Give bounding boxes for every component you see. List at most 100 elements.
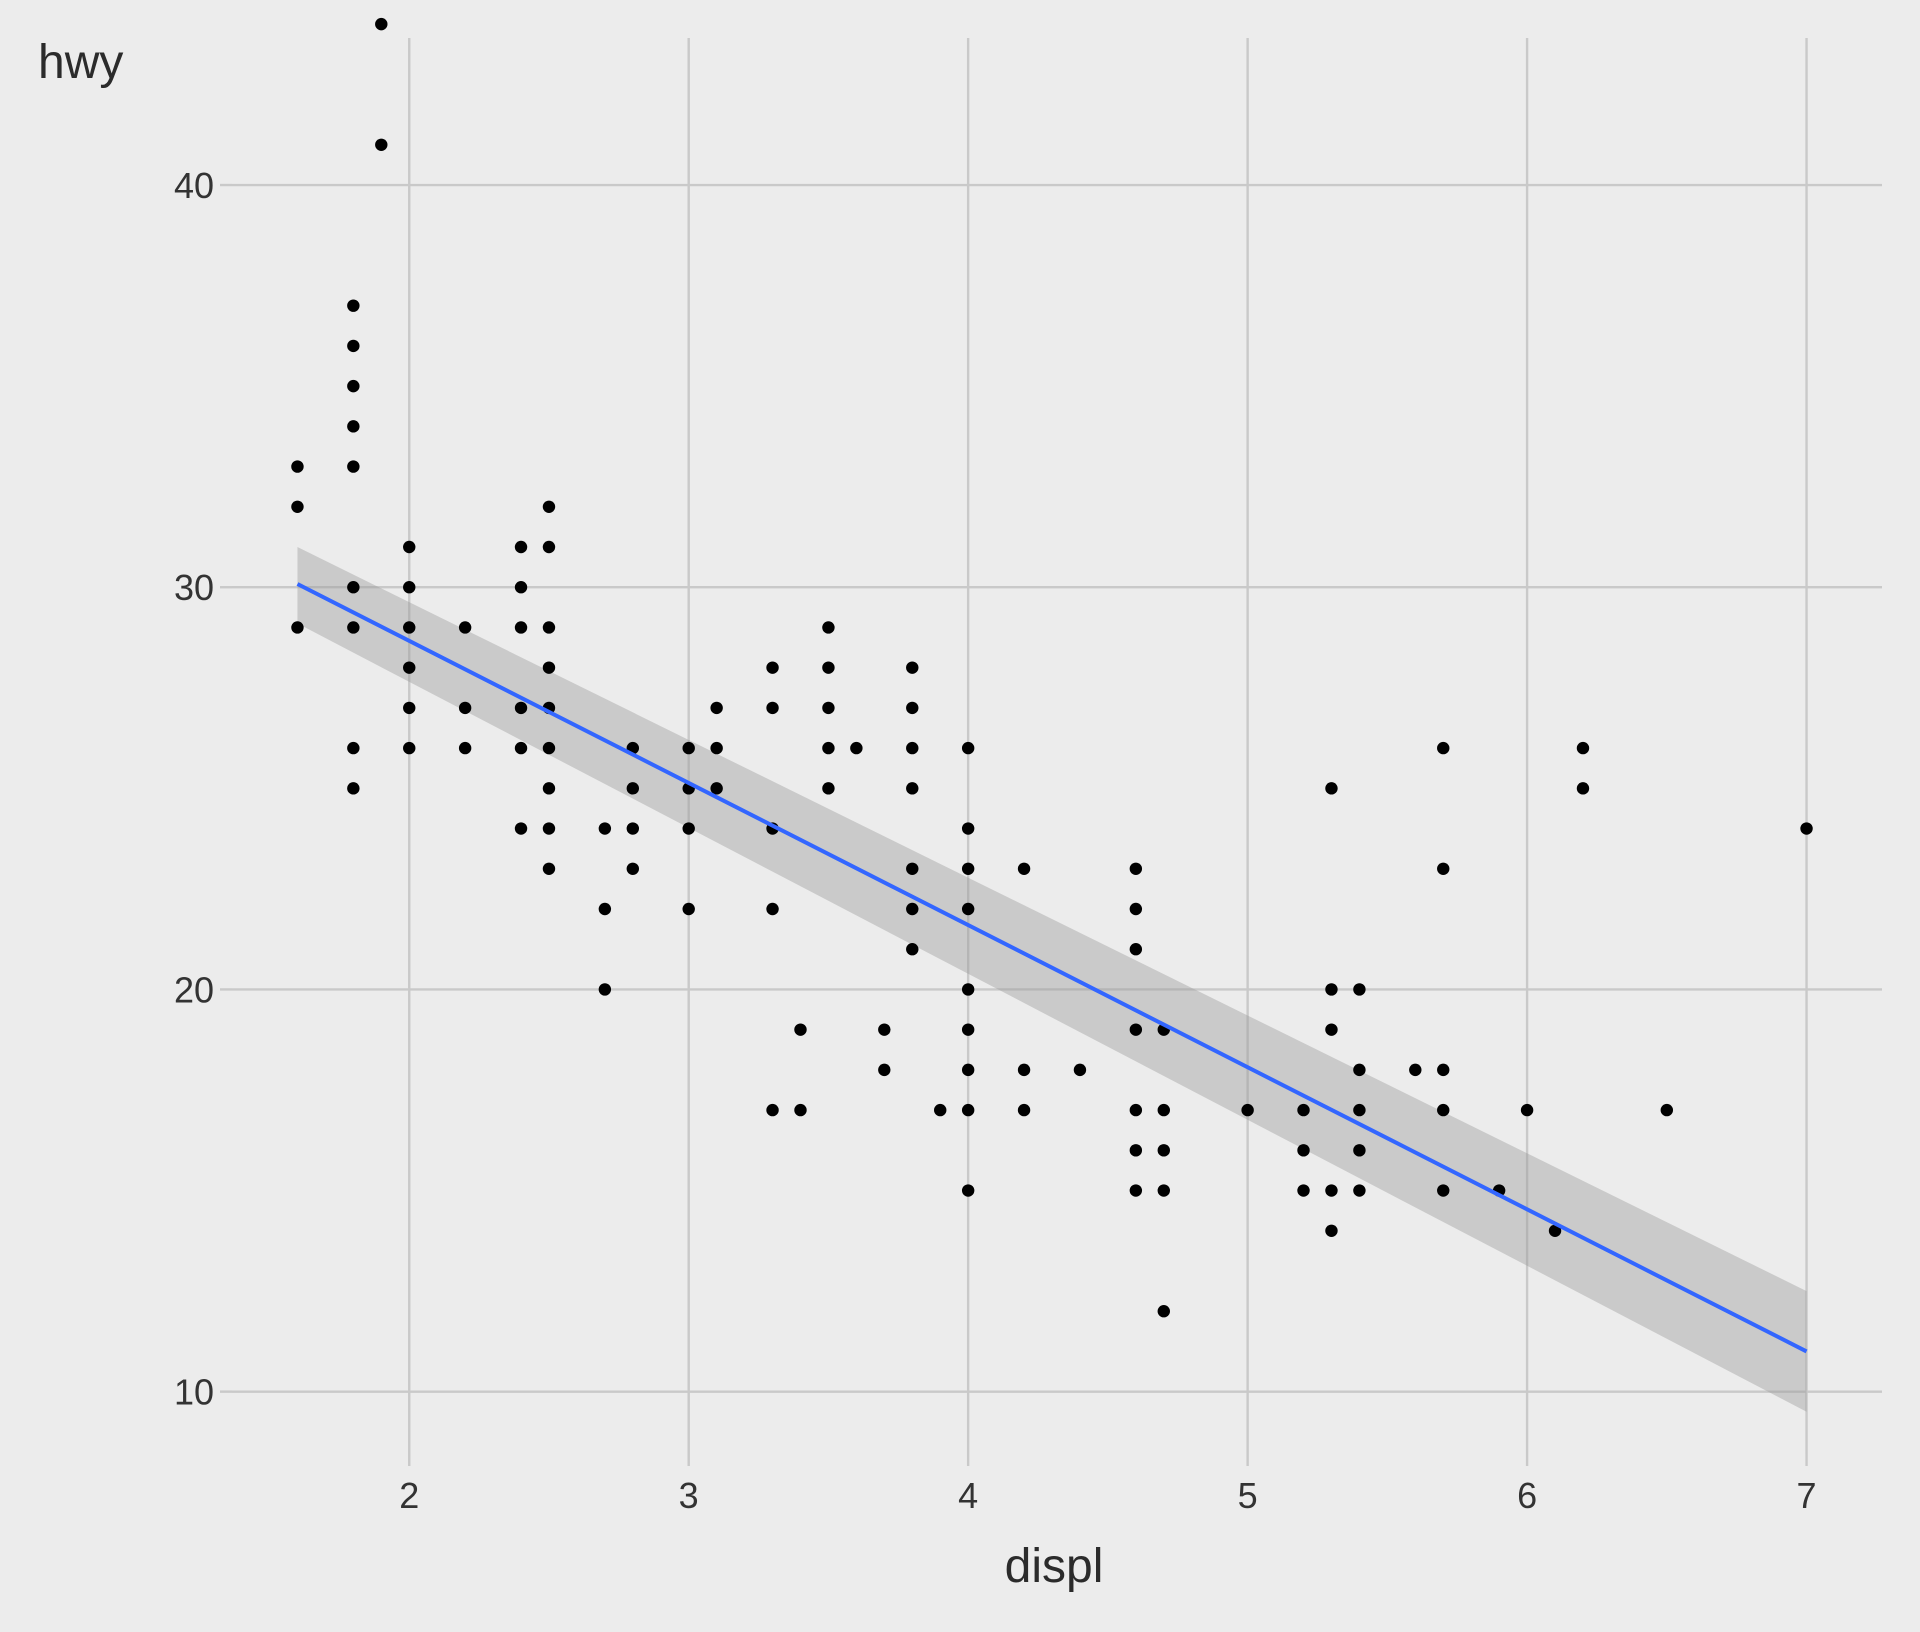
data-point [682, 822, 695, 835]
data-point [906, 943, 919, 956]
data-point [1017, 1063, 1031, 1077]
data-point [1129, 1023, 1143, 1036]
data-point [822, 782, 835, 795]
data-point [1353, 983, 1366, 996]
data-point [906, 782, 919, 795]
x-tick-label-5: 5 [1238, 1475, 1258, 1516]
x-axis-title: displ [1005, 1540, 1104, 1593]
data-point [375, 138, 388, 151]
data-point [906, 741, 919, 755]
data-point [710, 741, 723, 755]
data-point [626, 862, 640, 875]
data-point [961, 741, 975, 755]
data-point [458, 621, 472, 634]
data-point [1576, 782, 1590, 795]
data-point [1353, 1184, 1366, 1197]
data-point [1129, 1144, 1143, 1157]
y-tick-label-30: 30 [174, 567, 214, 608]
data-point [514, 621, 528, 634]
data-point [458, 741, 472, 755]
data-point [794, 1023, 807, 1036]
data-point [1437, 741, 1450, 755]
data-point [682, 741, 695, 755]
data-point [961, 822, 975, 835]
data-point [1409, 1063, 1422, 1077]
data-point [766, 661, 779, 674]
data-point [1297, 1184, 1310, 1197]
data-point [347, 379, 360, 393]
data-point [961, 1063, 975, 1077]
data-point [542, 500, 556, 513]
data-point [1353, 1063, 1366, 1077]
data-point [961, 1184, 975, 1197]
data-point [403, 621, 416, 634]
data-point [291, 500, 304, 513]
data-point [291, 460, 304, 473]
confidence-band [297, 547, 1807, 1412]
data-point [1129, 902, 1143, 916]
data-point [1437, 1103, 1450, 1117]
data-point [542, 661, 556, 674]
data-point [1073, 1063, 1087, 1077]
data-point [458, 701, 472, 715]
data-point [906, 902, 919, 916]
data-point [1157, 1305, 1170, 1318]
data-point [403, 581, 416, 594]
data-point [906, 862, 919, 875]
data-point [1576, 741, 1590, 755]
data-point [403, 701, 416, 715]
data-point [1325, 983, 1338, 996]
data-point [347, 621, 360, 634]
x-tick-label-6: 6 [1517, 1475, 1537, 1516]
data-point [766, 701, 779, 715]
data-point [626, 782, 640, 795]
data-point [766, 902, 779, 916]
confidence-band-layer [297, 547, 1807, 1412]
data-point [1437, 862, 1450, 875]
data-point [598, 983, 612, 996]
data-point [542, 540, 556, 554]
data-point [1325, 1224, 1338, 1237]
data-point [542, 741, 556, 755]
data-point [1548, 1224, 1562, 1237]
data-point [347, 782, 360, 795]
data-point [961, 862, 975, 875]
data-point [1017, 862, 1031, 875]
trend-line [296, 582, 1808, 1354]
data-point [822, 621, 835, 634]
data-point [1297, 1103, 1310, 1117]
data-point [598, 822, 612, 835]
data-point [822, 701, 835, 715]
data-point [514, 581, 528, 594]
data-point [961, 1103, 975, 1117]
data-point [347, 581, 360, 594]
data-point [961, 902, 975, 916]
data-point [347, 741, 360, 755]
y-axis-title: hwy [38, 36, 123, 89]
data-point [347, 339, 360, 353]
data-point [794, 1103, 807, 1117]
data-point [878, 1023, 891, 1036]
data-point [766, 1103, 779, 1117]
data-point [542, 862, 556, 875]
data-point [1157, 1144, 1170, 1157]
points-layer [291, 17, 1813, 1318]
data-point [1157, 1103, 1170, 1117]
data-point [1800, 822, 1813, 835]
data-point [934, 1103, 947, 1117]
data-point [1129, 1103, 1143, 1117]
data-point [347, 299, 360, 312]
data-point [906, 661, 919, 674]
data-point [961, 983, 975, 996]
data-point [514, 540, 528, 554]
data-point [1325, 782, 1338, 795]
data-point [375, 17, 388, 31]
data-point [347, 460, 360, 473]
data-point [403, 540, 416, 554]
data-point [1157, 1184, 1170, 1197]
data-point [1297, 1144, 1310, 1157]
data-point [906, 701, 919, 715]
data-point [514, 701, 528, 715]
